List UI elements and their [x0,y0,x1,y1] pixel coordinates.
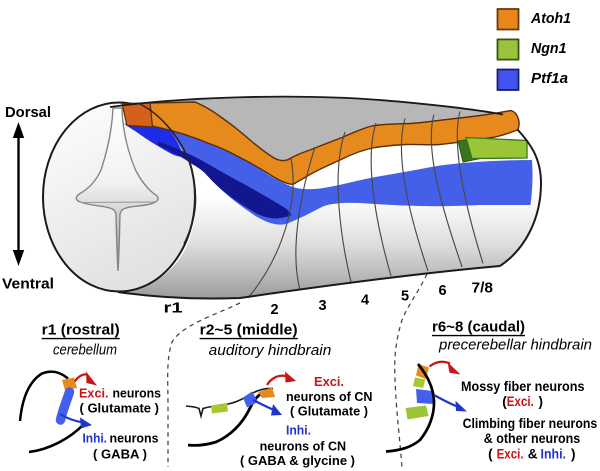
svg-text:neurons of CN: neurons of CN [260,439,347,454]
svg-text:neurons: neurons [110,431,159,446]
svg-text:Ventral: Ventral [2,276,54,293]
svg-text:Dorsal: Dorsal [5,104,51,121]
svg-text:Exci.: Exci. [497,446,524,461]
svg-text:r6~8 (caudal): r6~8 (caudal) [432,320,525,336]
svg-text:Ngn1: Ngn1 [531,41,567,57]
svg-text:precerebellar hindbrain: precerebellar hindbrain [438,338,592,354]
svg-text:r1: r1 [164,301,183,317]
svg-text:( GABA ): ( GABA ) [93,447,147,462]
svg-text:cerebellum: cerebellum [53,343,117,359]
svg-text:&: & [528,446,538,461]
svg-text:( Glutamate ): ( Glutamate ) [80,401,160,416]
svg-text:4: 4 [361,293,369,309]
svg-text:& other neurons: & other neurons [484,430,581,446]
svg-text:r1 (rostral): r1 (rostral) [42,323,120,339]
svg-text:Inhi.: Inhi. [286,423,311,438]
svg-text:( GABA & glycine ): ( GABA & glycine ) [240,453,355,468]
svg-text:Atoh1: Atoh1 [530,11,571,27]
svg-text:3: 3 [319,298,327,314]
svg-text:(: ( [488,446,493,461]
svg-text:auditory hindbrain: auditory hindbrain [209,343,332,359]
svg-text:r2~5 (middle): r2~5 (middle) [200,323,298,339]
svg-text:(: ( [502,394,507,409]
svg-text:): ) [539,394,544,409]
svg-text:Inhi.: Inhi. [541,446,567,461]
svg-text:): ) [571,446,576,461]
svg-text:Exci.: Exci. [79,386,109,401]
svg-text:Mossy fiber neurons: Mossy fiber neurons [461,378,585,394]
svg-text:2: 2 [271,302,279,318]
svg-text:7/8: 7/8 [472,281,494,297]
svg-text:neurons of CN: neurons of CN [286,389,373,404]
svg-text:Inhi.: Inhi. [83,431,108,446]
svg-text:Exci.: Exci. [507,394,534,409]
svg-text:( Glutamate ): ( Glutamate ) [290,404,368,419]
svg-text:neurons: neurons [113,386,162,401]
svg-text:Ptf1a: Ptf1a [531,71,568,87]
svg-text:5: 5 [401,289,409,305]
svg-text:6: 6 [439,283,447,299]
svg-text:Climbing fiber neurons: Climbing fiber neurons [463,415,598,431]
svg-text:Exci.: Exci. [314,374,344,389]
